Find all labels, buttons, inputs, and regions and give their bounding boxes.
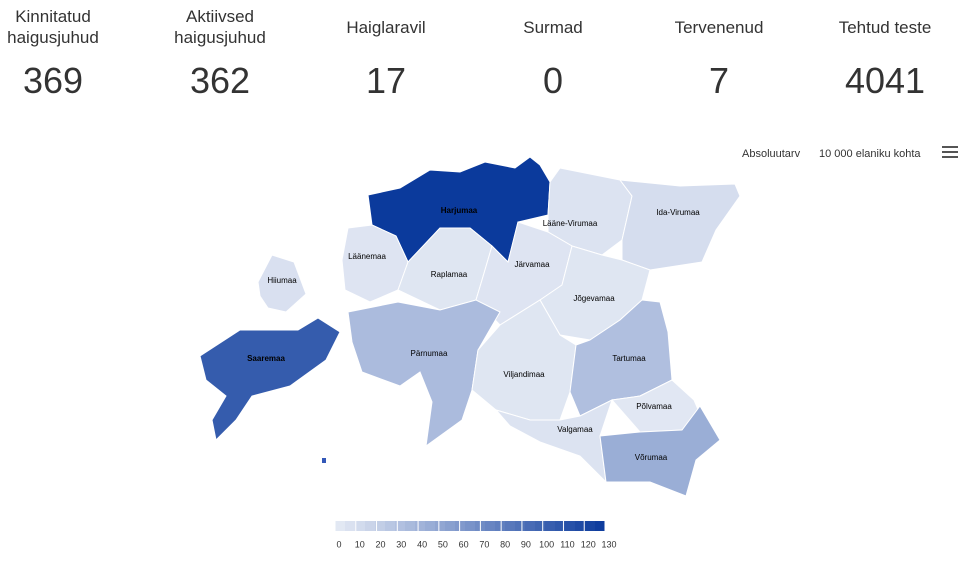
legend-swatch bbox=[545, 521, 556, 531]
legend-swatch bbox=[335, 521, 346, 531]
legend-swatch bbox=[385, 521, 396, 531]
legend-swatch bbox=[375, 521, 386, 531]
legend-tick-label: 80 bbox=[500, 539, 510, 549]
menu-bar[interactable] bbox=[942, 156, 958, 158]
region-label: Ida-Virumaa bbox=[656, 208, 700, 217]
legend-tick-label: 50 bbox=[438, 539, 448, 549]
region-label: Tartumaa bbox=[612, 354, 646, 363]
legend-tick-label: 60 bbox=[459, 539, 469, 549]
mode-toggle[interactable]: 10 000 elaniku kohta bbox=[819, 148, 921, 160]
stat-value: 369 bbox=[22, 60, 84, 101]
legend-swatch bbox=[465, 521, 476, 531]
legend-swatch bbox=[495, 521, 506, 531]
legend-swatch bbox=[415, 521, 426, 531]
legend-tick-label: 20 bbox=[376, 539, 386, 549]
region-label: Viljandimaa bbox=[503, 370, 545, 379]
legend-tick-label: 40 bbox=[417, 539, 427, 549]
legend-tick-label: 90 bbox=[521, 539, 531, 549]
stat: Haiglaravil 17 bbox=[303, 6, 469, 102]
legend-swatch bbox=[365, 521, 376, 531]
stat-value: 7 bbox=[708, 60, 730, 101]
region-label: Läänemaa bbox=[348, 252, 386, 261]
region-label: Hiiumaa bbox=[267, 276, 297, 285]
menu-bar[interactable] bbox=[942, 151, 958, 153]
region bbox=[347, 299, 501, 448]
legend-tick-label: 130 bbox=[601, 539, 616, 549]
region-label: Saaremaa bbox=[247, 354, 285, 363]
legend-tick-label: 120 bbox=[581, 539, 596, 549]
region-label: Pärnumaa bbox=[411, 349, 448, 358]
region-label: Harjumaa bbox=[441, 206, 478, 215]
region bbox=[199, 317, 341, 442]
legend-swatch bbox=[535, 521, 546, 531]
legend-swatch bbox=[575, 521, 586, 531]
region-label: Järvamaa bbox=[514, 260, 550, 269]
stat: Tervenenud 7 bbox=[636, 6, 802, 102]
legend-swatch bbox=[505, 521, 516, 531]
region-label: Lääne-Virumaa bbox=[543, 219, 598, 228]
islet bbox=[322, 458, 326, 463]
legend-swatch bbox=[395, 521, 406, 531]
legend-tick-label: 100 bbox=[539, 539, 554, 549]
stat-value: 17 bbox=[365, 60, 407, 101]
legend-tick-label: 10 bbox=[355, 539, 365, 549]
menu-button[interactable] bbox=[942, 146, 958, 158]
legend-swatch bbox=[425, 521, 436, 531]
region-label: Raplamaa bbox=[431, 270, 468, 279]
legend-swatch bbox=[355, 521, 366, 531]
legend-swatch bbox=[515, 521, 526, 531]
legend-swatch bbox=[485, 521, 496, 531]
stat-value: 4041 bbox=[844, 60, 926, 101]
region-label: Põlvamaa bbox=[636, 402, 672, 411]
legend-swatch bbox=[565, 521, 576, 531]
legend-swatch bbox=[455, 521, 466, 531]
region-label: Võrumaa bbox=[635, 453, 668, 462]
legend-swatch bbox=[435, 521, 446, 531]
stat-label: Aktiivsed haigusjuhud bbox=[174, 7, 266, 47]
stat-label: Surmad bbox=[523, 17, 583, 37]
region-label: Valgamaa bbox=[557, 425, 593, 434]
menu-bar[interactable] bbox=[942, 146, 958, 148]
legend-swatch bbox=[555, 521, 566, 531]
stat: Aktiivsed haigusjuhud 362 bbox=[137, 6, 303, 102]
stat: Kinnitatud haigusjuhud 369 bbox=[0, 6, 136, 102]
stat-label: Haiglaravil bbox=[346, 17, 426, 37]
stat-value: 0 bbox=[542, 60, 564, 101]
legend-tick-label: 30 bbox=[396, 539, 406, 549]
legend-swatch bbox=[445, 521, 456, 531]
region bbox=[599, 405, 721, 497]
legend-swatch bbox=[595, 521, 606, 531]
legend-swatch bbox=[405, 521, 416, 531]
region bbox=[618, 179, 741, 271]
region-label: Jõgevamaa bbox=[573, 294, 615, 303]
stat: Surmad 0 bbox=[470, 6, 636, 102]
stats-bar: Kinnitatud haigusjuhud 369 Aktiivsed haigu… bbox=[0, 0, 964, 110]
region bbox=[547, 167, 633, 256]
legend-tick-label: 70 bbox=[479, 539, 489, 549]
stat-label: Tervenenud bbox=[674, 17, 764, 37]
stat-value: 362 bbox=[189, 60, 251, 101]
legend-swatch bbox=[345, 521, 356, 531]
region bbox=[257, 254, 307, 313]
mode-toggle[interactable]: Absoluutarv bbox=[742, 148, 801, 160]
legend-tick-label: 0 bbox=[336, 539, 341, 549]
stat-label: Kinnitatud haigusjuhud bbox=[7, 7, 99, 47]
stat: Tehtud teste 4041 bbox=[802, 6, 964, 102]
legend-tick-label: 110 bbox=[560, 539, 574, 549]
legend-swatch bbox=[585, 521, 596, 531]
legend-swatch bbox=[525, 521, 536, 531]
stat-label: Tehtud teste bbox=[838, 17, 932, 37]
